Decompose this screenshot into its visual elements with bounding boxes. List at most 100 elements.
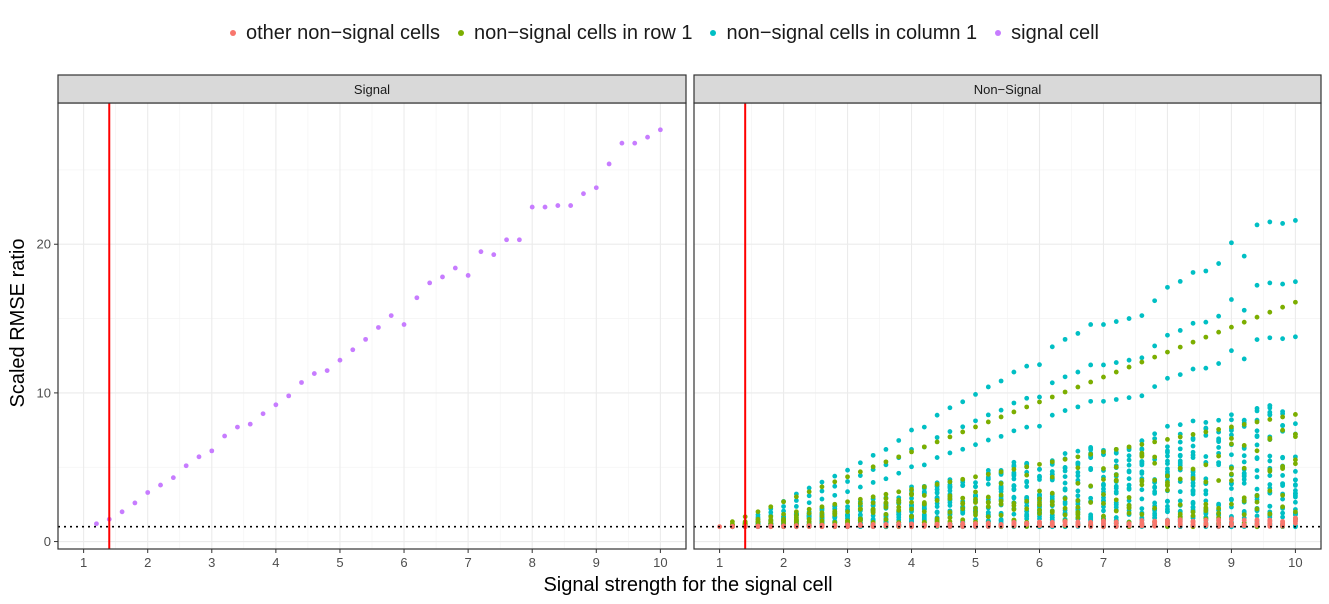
row1-cell-point — [1126, 444, 1132, 450]
row1-cell-point — [1241, 495, 1247, 501]
legend-key-signal — [995, 30, 1002, 36]
row1-cell-point — [1267, 309, 1273, 315]
other-cell-point — [883, 523, 889, 529]
row1-cell-point — [832, 479, 838, 485]
row1-cell-point — [1088, 483, 1094, 489]
column1-cell-point — [1101, 322, 1106, 327]
column1-cell-point — [1254, 222, 1260, 228]
column1-cell-point — [793, 498, 799, 503]
strip-background — [693, 74, 1322, 104]
row1-cell-point — [909, 492, 914, 498]
strip-background — [57, 74, 687, 104]
row1-cell-point — [1049, 474, 1055, 480]
other-cell-point — [1049, 523, 1055, 528]
other-cell-point — [998, 522, 1004, 528]
row1-cell-point — [1254, 493, 1260, 498]
x-tick-label: 10 — [653, 555, 667, 570]
row1-cell-point — [1062, 505, 1068, 511]
column1-cell-point — [1267, 482, 1273, 487]
other-cell-point — [1113, 520, 1119, 526]
column1-cell-point — [1254, 428, 1260, 434]
row1-cell-point — [998, 501, 1004, 507]
other-cell-point — [1088, 520, 1094, 526]
row1-cell-point — [819, 518, 825, 524]
column1-cell-point — [1203, 420, 1209, 425]
panel-1: Signal 1 2 3 4 5 6 7 8 9 10 0 10 20 — [37, 74, 687, 570]
row1-cell-point — [1241, 512, 1247, 518]
column1-cell-point — [832, 492, 838, 498]
row1-cell-point — [973, 474, 978, 480]
row1-cell-point — [1049, 499, 1055, 505]
row1-cell-point — [1241, 319, 1247, 325]
row1-cell-point — [1165, 473, 1170, 479]
row1-cell-point — [819, 484, 825, 490]
column1-cell-point — [1139, 471, 1145, 476]
row1-cell-point — [1216, 478, 1222, 483]
row1-cell-point — [896, 454, 902, 460]
column1-cell-point — [1113, 450, 1119, 456]
signal-cell-point — [260, 411, 266, 417]
column1-cell-point — [1165, 332, 1170, 338]
column1-cell-point — [1293, 421, 1298, 427]
row1-cell-point — [1280, 427, 1286, 433]
column1-cell-point — [1203, 488, 1209, 494]
column1-cell-point — [1062, 451, 1068, 456]
column1-cell-point — [1254, 468, 1260, 473]
signal-cell-point — [478, 249, 484, 255]
column1-cell-point — [1190, 418, 1196, 424]
column1-cell-point — [960, 483, 966, 489]
column1-cell-point — [1254, 486, 1260, 492]
row1-cell-point — [1113, 477, 1119, 483]
column1-cell-point — [985, 384, 991, 390]
column1-cell-point — [1075, 404, 1081, 410]
row1-cell-point — [947, 515, 953, 521]
column1-cell-point — [1126, 357, 1132, 363]
row1-cell-point — [1229, 501, 1234, 507]
column1-cell-point — [1254, 433, 1260, 439]
column1-cell-point — [947, 450, 953, 456]
column1-cell-point — [1280, 221, 1286, 226]
column1-cell-point — [934, 412, 940, 418]
signal-cell-point — [145, 490, 151, 495]
column1-cell-point — [921, 462, 927, 468]
column1-cell-point — [1165, 449, 1170, 455]
column1-cell-point — [1062, 499, 1068, 505]
row1-cell-point — [1280, 466, 1286, 472]
row1-cell-point — [985, 419, 991, 425]
row1-cell-point — [1113, 508, 1119, 514]
column1-cell-point — [1152, 343, 1158, 349]
x-axis-title: Signal strength for the signal cell — [543, 574, 832, 596]
column1-cell-point — [1280, 336, 1286, 342]
column1-cell-point — [1267, 412, 1273, 418]
row1-cell-point — [1126, 510, 1132, 516]
column1-cell-point — [1011, 511, 1017, 517]
column1-cell-point — [1101, 504, 1106, 510]
column1-cell-point — [1190, 487, 1196, 493]
column1-cell-point — [1011, 428, 1017, 434]
row1-cell-point — [909, 449, 914, 455]
row1-cell-point — [998, 469, 1004, 475]
signal-cell-point — [158, 482, 163, 488]
column1-cell-point — [1037, 362, 1042, 368]
other-cell-point — [1177, 521, 1183, 527]
legend-item-column1: non−signal cells in column 1 — [710, 22, 977, 45]
row1-cell-point — [960, 429, 966, 435]
row1-cell-point — [1126, 502, 1132, 508]
column1-cell-point — [1177, 279, 1183, 284]
row1-cell-point — [947, 493, 953, 499]
row1-cell-point — [1113, 472, 1119, 478]
column1-cell-point — [1254, 474, 1260, 480]
column1-cell-point — [1190, 366, 1196, 372]
column1-cell-point — [1280, 496, 1286, 502]
other-cell-point — [1229, 522, 1234, 528]
column1-cell-point — [1126, 468, 1132, 474]
row1-cell-point — [1024, 506, 1030, 512]
column1-cell-point — [1113, 483, 1119, 489]
row1-cell-point — [1293, 509, 1298, 515]
row1-cell-point — [1075, 465, 1081, 471]
signal-cell-point — [440, 274, 445, 280]
other-cell-point — [1101, 521, 1106, 527]
signal-cell-point — [632, 140, 638, 146]
row1-cell-point — [1165, 483, 1170, 489]
column1-cell-point — [1293, 469, 1298, 474]
